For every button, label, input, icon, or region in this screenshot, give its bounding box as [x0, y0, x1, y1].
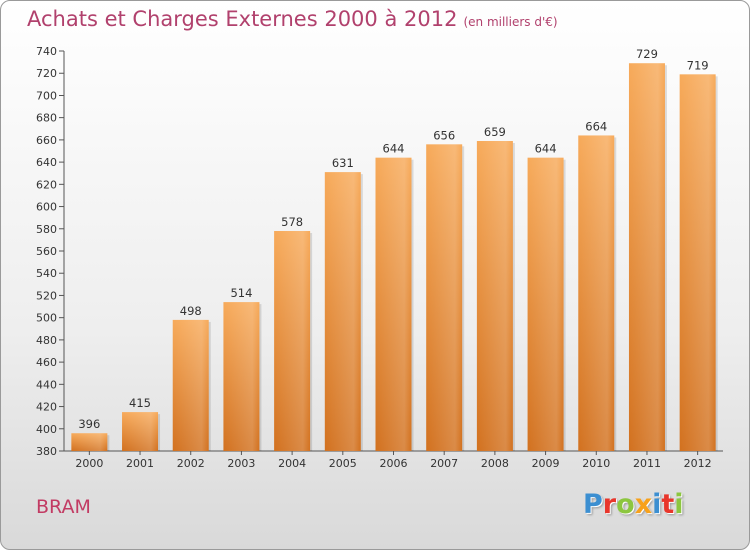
- x-tick-label: 2005: [329, 457, 357, 470]
- y-tick-label: 620: [36, 178, 57, 191]
- logo-letter: P: [583, 489, 603, 520]
- x-tick-label: 2011: [633, 457, 661, 470]
- bar-highlight: [426, 144, 463, 452]
- bar-highlight: [223, 302, 260, 451]
- x-tick-label: 2007: [430, 457, 458, 470]
- x-tick-label: 2000: [75, 457, 103, 470]
- x-tick-label: 2004: [278, 457, 306, 470]
- logo-letter: r: [602, 489, 617, 520]
- unit-label: (en milliers d'€): [463, 15, 558, 29]
- data-label: 644: [535, 142, 557, 156]
- y-tick-label: 720: [36, 67, 57, 80]
- logo-letter: i: [674, 489, 684, 520]
- logo-letter: t: [661, 489, 675, 520]
- y-tick-label: 520: [36, 289, 57, 302]
- x-tick-label: 2012: [684, 457, 712, 470]
- logo-letter: i: [652, 489, 662, 520]
- x-tick-label: 2008: [481, 457, 509, 470]
- bar-highlight: [71, 433, 108, 451]
- bar-highlight: [628, 63, 665, 451]
- data-label: 514: [230, 286, 252, 300]
- y-tick-label: 380: [36, 445, 57, 458]
- x-tick-label: 2001: [126, 457, 154, 470]
- bar-highlight: [375, 157, 412, 451]
- data-label: 578: [281, 215, 303, 229]
- y-tick-label: 500: [36, 312, 57, 325]
- bar-highlight: [527, 157, 564, 451]
- data-label: 415: [129, 396, 151, 410]
- proxiti-logo[interactable]: Proxiti: [583, 489, 684, 520]
- y-tick-label: 540: [36, 267, 57, 280]
- x-tick-label: 2002: [177, 457, 205, 470]
- title-text: Achats et Charges Externes 2000 à 2012: [27, 7, 458, 31]
- y-tick-label: 740: [36, 45, 57, 58]
- logo-letter: o: [616, 489, 635, 520]
- data-label: 719: [687, 58, 709, 72]
- y-tick-label: 440: [36, 378, 57, 391]
- bar-highlight: [578, 135, 615, 451]
- commune-name: BRAM: [36, 496, 91, 518]
- y-tick-label: 460: [36, 356, 57, 369]
- bar-highlight: [679, 74, 716, 451]
- data-label: 656: [433, 128, 455, 142]
- data-label: 498: [180, 304, 202, 318]
- y-tick-label: 480: [36, 334, 57, 347]
- y-tick-label: 580: [36, 223, 57, 236]
- y-tick-label: 680: [36, 112, 57, 125]
- x-tick-label: 2010: [582, 457, 610, 470]
- bar-highlight: [324, 172, 361, 451]
- bar-highlight: [476, 141, 513, 451]
- data-label: 659: [484, 125, 506, 139]
- x-tick-label: 2009: [532, 457, 560, 470]
- bar-highlight: [274, 231, 311, 451]
- data-label: 396: [78, 417, 100, 431]
- bar-highlight: [172, 319, 209, 451]
- y-tick-label: 660: [36, 134, 57, 147]
- logo-letter: x: [634, 489, 653, 520]
- chart-title: Achats et Charges Externes 2000 à 2012 (e…: [27, 7, 558, 31]
- y-tick-label: 700: [36, 89, 57, 102]
- data-label: 729: [636, 47, 658, 61]
- data-label: 644: [383, 142, 405, 156]
- data-label: 664: [585, 119, 607, 133]
- y-tick-label: 420: [36, 401, 57, 414]
- bar-highlight: [122, 412, 159, 451]
- y-tick-label: 600: [36, 201, 57, 214]
- data-label: 631: [332, 156, 354, 170]
- y-tick-label: 640: [36, 156, 57, 169]
- x-tick-label: 2003: [227, 457, 255, 470]
- y-tick-label: 400: [36, 423, 57, 436]
- x-tick-label: 2006: [380, 457, 408, 470]
- y-tick-label: 560: [36, 245, 57, 258]
